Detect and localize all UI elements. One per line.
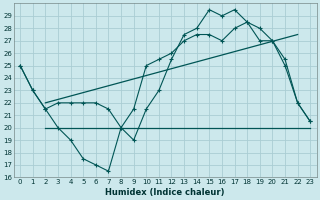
X-axis label: Humidex (Indice chaleur): Humidex (Indice chaleur)	[106, 188, 225, 197]
